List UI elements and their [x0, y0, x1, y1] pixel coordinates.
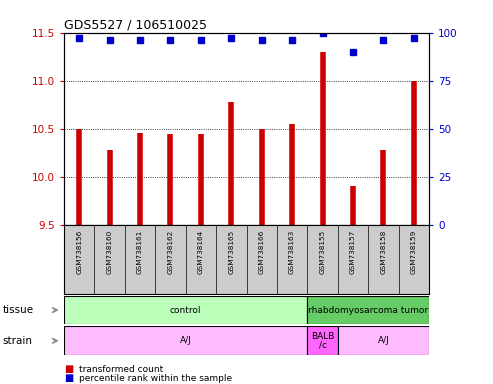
- Text: control: control: [170, 306, 202, 314]
- Bar: [307, 326, 338, 355]
- Text: GSM738155: GSM738155: [319, 230, 325, 275]
- Text: GSM738158: GSM738158: [380, 230, 387, 275]
- Text: GSM738159: GSM738159: [411, 230, 417, 275]
- Bar: [64, 296, 307, 324]
- Text: rhabdomyosarcoma tumor: rhabdomyosarcoma tumor: [308, 306, 428, 314]
- Bar: [338, 326, 429, 355]
- Bar: [64, 326, 307, 355]
- Text: GSM738162: GSM738162: [168, 230, 174, 275]
- Text: tissue: tissue: [2, 305, 34, 315]
- Text: GDS5527 / 106510025: GDS5527 / 106510025: [64, 18, 207, 31]
- Text: GSM738161: GSM738161: [137, 230, 143, 275]
- Text: GSM738165: GSM738165: [228, 230, 234, 275]
- Bar: [307, 296, 429, 324]
- Text: A/J: A/J: [180, 336, 192, 345]
- Text: strain: strain: [2, 336, 33, 346]
- Text: transformed count: transformed count: [79, 365, 163, 374]
- Text: GSM738164: GSM738164: [198, 230, 204, 275]
- Text: GSM738163: GSM738163: [289, 230, 295, 275]
- Text: A/J: A/J: [378, 336, 389, 345]
- Text: GSM738166: GSM738166: [259, 230, 265, 275]
- Text: GSM738156: GSM738156: [76, 230, 82, 275]
- Text: GSM738160: GSM738160: [106, 230, 113, 275]
- Text: BALB
/c: BALB /c: [311, 332, 334, 349]
- Text: GSM738157: GSM738157: [350, 230, 356, 275]
- Text: ■: ■: [64, 373, 73, 383]
- Text: ■: ■: [64, 364, 73, 374]
- Text: percentile rank within the sample: percentile rank within the sample: [79, 374, 232, 383]
